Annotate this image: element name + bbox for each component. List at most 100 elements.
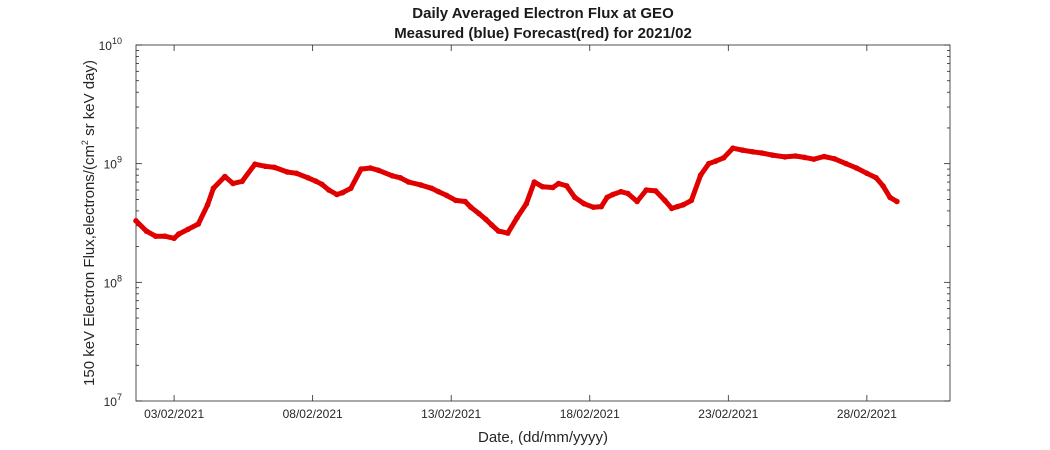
y-axis-label: 150 keV Electron Flux,electrons/(cm2 sr … (80, 60, 98, 386)
y-tick-label: 1010 (99, 36, 122, 53)
x-axis: 03/02/2021 08/02/2021 13/02/2021 18/02/2021… (144, 45, 897, 421)
data-point (389, 173, 396, 179)
data-point (488, 222, 495, 228)
data-point (185, 226, 191, 233)
data-point (326, 187, 332, 193)
data-point (453, 197, 459, 204)
data-point (539, 183, 546, 190)
data-point (210, 185, 217, 192)
y-tick-base: 10 (99, 39, 113, 53)
data-point (801, 154, 808, 161)
data-point (204, 202, 211, 208)
data-point (348, 185, 354, 192)
data-point (688, 197, 695, 204)
data-point (792, 153, 799, 159)
data-point (514, 215, 520, 221)
data-point (143, 228, 150, 234)
data-point (293, 170, 300, 177)
y-tick-exponent: 8 (117, 273, 122, 283)
data-point (563, 183, 570, 189)
data-point (782, 154, 788, 160)
data-point (230, 180, 236, 187)
series-forecast (133, 145, 900, 242)
y-tick-exponent: 7 (117, 392, 122, 402)
chart-subtitle: Measured (blue) Forecast(red) for 2021/0… (394, 25, 692, 42)
data-point (705, 160, 712, 167)
x-axis-label: Date, (dd/mm/yyyy) (478, 429, 608, 446)
y-axis-label-main: 150 keV Electron Flux,electrons/(cm (81, 145, 98, 386)
data-point (334, 191, 340, 198)
data-point (550, 184, 556, 191)
data-point (887, 194, 893, 201)
data-point (435, 188, 442, 195)
y-tick-base: 10 (104, 276, 118, 290)
y-tick-label: 109 (104, 155, 122, 172)
x-tick-label: 28/02/2021 (837, 407, 897, 421)
data-point (483, 216, 489, 223)
data-point (397, 175, 404, 181)
data-point (590, 204, 596, 210)
y-tick-exponent: 9 (117, 155, 122, 165)
y-axis-label-tail: sr keV day) (81, 60, 98, 140)
data-point (476, 210, 482, 217)
data-point (428, 185, 435, 192)
data-point (662, 197, 668, 204)
data-point (894, 198, 900, 205)
data-point (873, 175, 879, 181)
data-point (674, 203, 681, 210)
data-point (697, 172, 704, 178)
data-point (668, 205, 675, 212)
plot-area (135, 44, 951, 402)
chart-title: Daily Averaged Electron Flux at GEO (412, 5, 674, 22)
data-point (634, 198, 640, 205)
data-point (769, 152, 775, 158)
y-tick-label: 107 (104, 392, 122, 409)
data-point (339, 189, 346, 196)
x-tick-label: 03/02/2021 (144, 407, 204, 421)
data-point (222, 173, 228, 180)
data-point (252, 161, 258, 167)
data-point (171, 235, 177, 242)
data-point (618, 188, 624, 195)
data-point (531, 179, 538, 185)
data-point (730, 145, 736, 151)
data-point (523, 200, 530, 207)
data-point (468, 204, 474, 210)
y-tick-base: 10 (104, 395, 118, 409)
data-point (152, 233, 159, 239)
data-point (405, 179, 412, 185)
data-point (853, 165, 860, 171)
data-point (495, 228, 502, 234)
data-point (162, 233, 168, 239)
data-point (319, 181, 325, 188)
data-point (831, 156, 838, 162)
data-point (843, 160, 849, 167)
data-point (133, 218, 139, 224)
y-tick-base: 10 (104, 158, 118, 172)
data-point (555, 180, 562, 187)
data-point (643, 187, 650, 193)
y-axis-label-superscript: 2 (80, 140, 90, 145)
x-tick-label: 23/02/2021 (698, 407, 758, 421)
data-point (811, 156, 817, 162)
data-point (239, 178, 245, 185)
x-tick-label: 13/02/2021 (421, 407, 481, 421)
data-point (462, 198, 468, 205)
data-point (739, 147, 745, 153)
data-point (358, 166, 364, 172)
data-point (880, 183, 886, 189)
data-point (712, 158, 719, 164)
data-point (572, 194, 578, 201)
data-point (610, 191, 616, 198)
data-point (305, 175, 311, 181)
data-point (598, 203, 605, 210)
data-point (284, 169, 291, 175)
data-point (759, 150, 765, 156)
data-point (375, 167, 382, 174)
data-point (271, 164, 278, 171)
data-point (604, 194, 610, 201)
data-point (749, 149, 756, 155)
data-point (418, 182, 425, 188)
